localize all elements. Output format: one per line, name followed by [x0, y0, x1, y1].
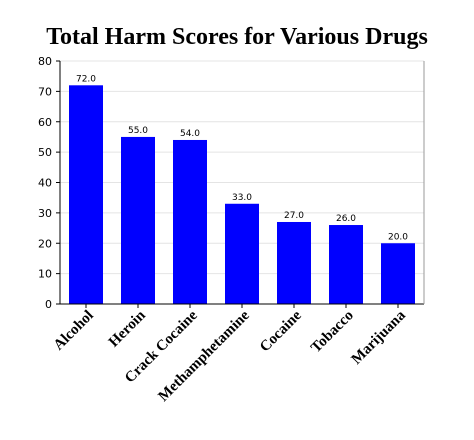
y-tick-label: 30: [38, 207, 52, 220]
data-label: 20.0: [388, 232, 408, 242]
bar: [69, 85, 103, 304]
x-tick-label: Marijuana: [349, 307, 410, 368]
bar: [121, 136, 155, 304]
data-label: 27.0: [284, 211, 304, 221]
y-tick-label: 80: [38, 55, 52, 68]
y-tick-label: 10: [38, 268, 52, 281]
bar: [329, 225, 363, 304]
bar: [225, 203, 259, 304]
data-label: 54.0: [180, 129, 200, 139]
bar: [173, 139, 207, 304]
bar: [277, 221, 311, 304]
bars: [69, 85, 415, 304]
data-label: 33.0: [232, 193, 252, 203]
y-tick-label: 20: [38, 237, 52, 250]
y-tick-label: 50: [38, 146, 52, 159]
y-tick-label: 70: [38, 85, 52, 98]
data-label: 55.0: [128, 126, 148, 136]
y-tick-label: 0: [45, 298, 52, 311]
x-tick-label: Tobacco: [308, 308, 357, 357]
x-tick-label: Heroin: [106, 307, 149, 350]
y-tick-label: 40: [38, 177, 52, 190]
data-label: 26.0: [336, 214, 356, 224]
data-label: 72.0: [76, 74, 96, 84]
x-tick-label: Alcohol: [51, 308, 97, 354]
axes: [56, 60, 425, 308]
chart-title: Total Harm Scores for Various Drugs: [46, 24, 428, 50]
bar: [381, 243, 415, 304]
y-tick-label: 60: [38, 116, 52, 129]
x-tick-label: Methamphetamine: [155, 307, 253, 405]
x-tick-label: Cocaine: [257, 307, 305, 355]
